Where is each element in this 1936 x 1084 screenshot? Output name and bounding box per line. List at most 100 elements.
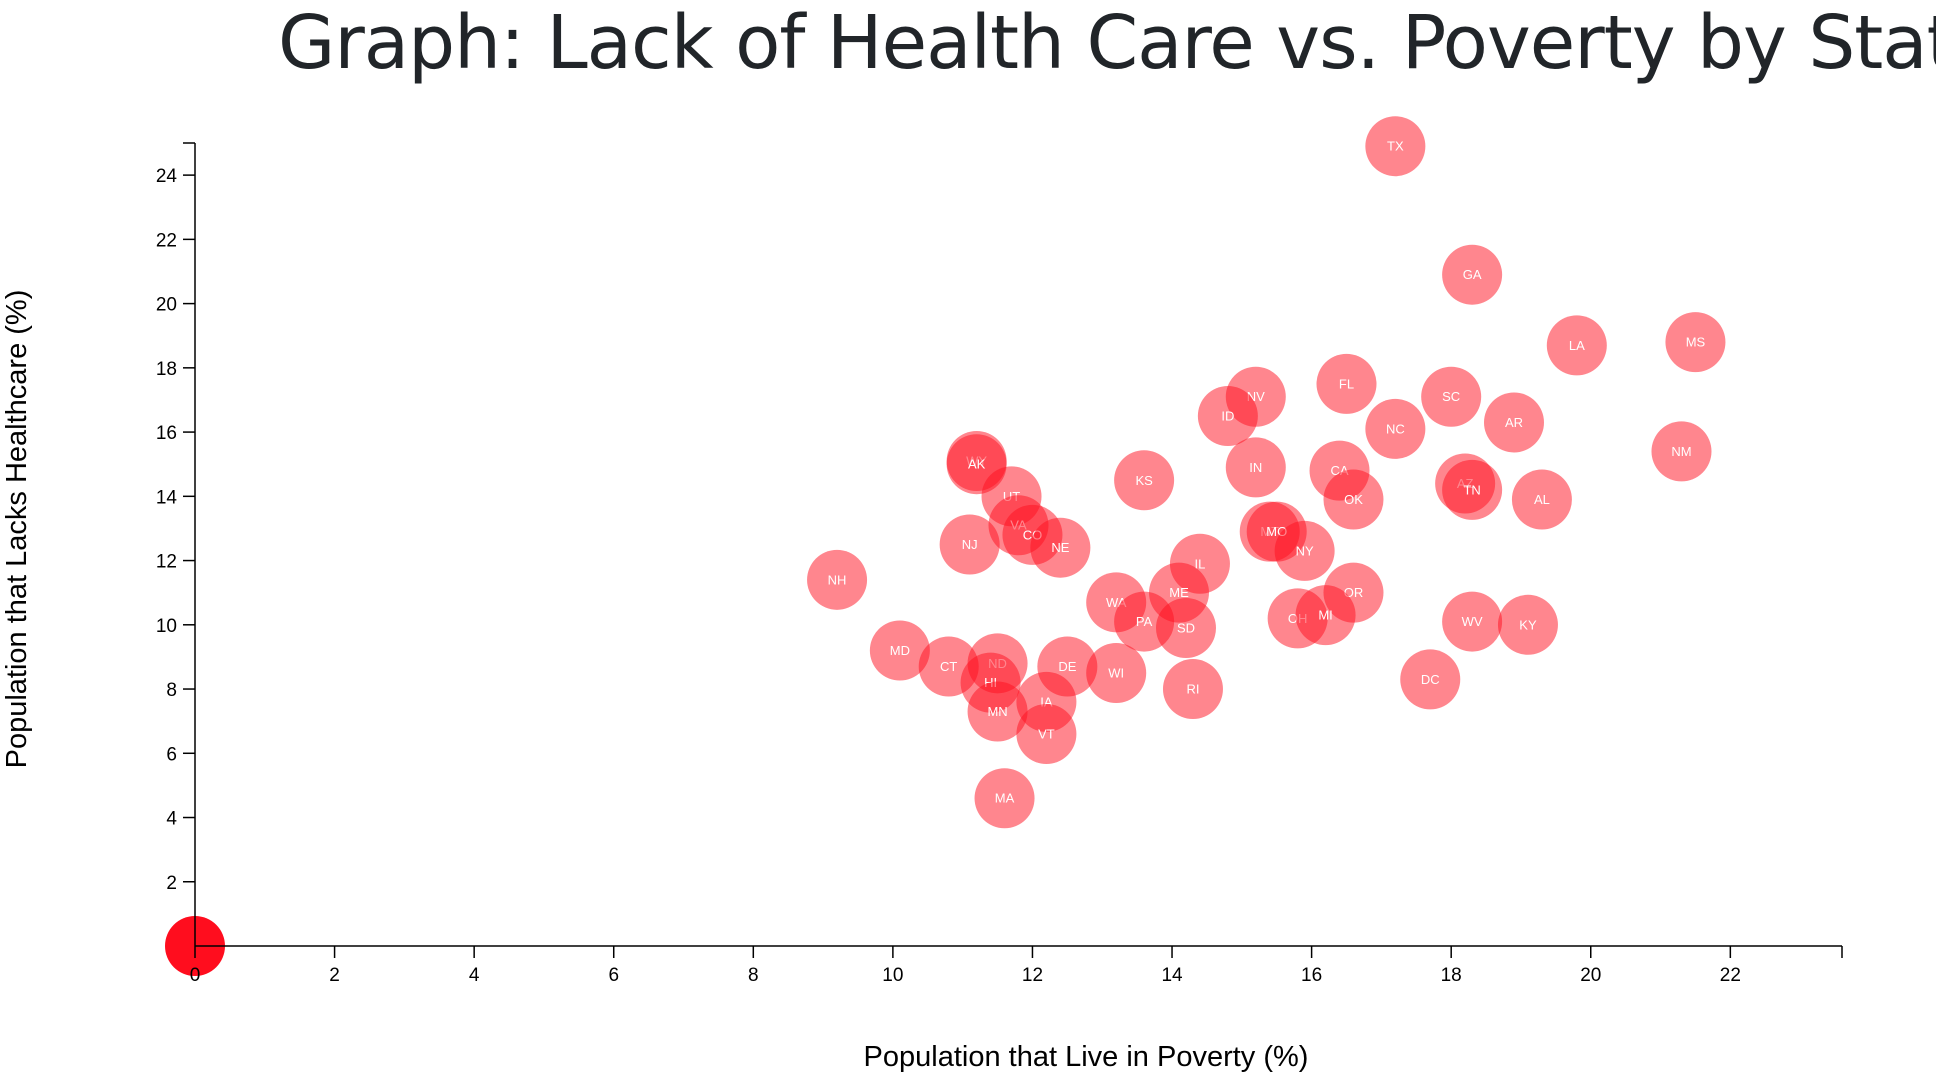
state-label: AK <box>968 457 986 472</box>
state-circle[interactable] <box>1421 366 1482 427</box>
state-circle[interactable] <box>1155 598 1216 659</box>
state-circle[interactable] <box>1546 315 1607 376</box>
state-circle[interactable] <box>869 620 930 681</box>
y-tick-label: 16 <box>156 423 177 444</box>
state-point[interactable]: KY <box>1497 594 1558 655</box>
state-circle[interactable] <box>1030 517 1091 578</box>
state-label: NM <box>1671 444 1691 459</box>
state-circle[interactable] <box>1483 392 1544 453</box>
state-label: FL <box>1339 376 1354 391</box>
state-circle[interactable] <box>1162 659 1223 720</box>
state-label: IN <box>1249 460 1262 475</box>
y-tick-label: 14 <box>156 487 178 508</box>
x-tick-label: 2 <box>329 965 340 986</box>
state-point[interactable]: NH <box>807 549 868 610</box>
state-point[interactable]: MD <box>869 620 930 681</box>
state-label: MD <box>890 643 910 658</box>
state-circle[interactable] <box>1400 649 1461 710</box>
state-circle[interactable] <box>967 681 1028 742</box>
state-circle[interactable] <box>1442 459 1503 520</box>
state-point[interactable]: NM <box>1651 421 1712 482</box>
state-label: SD <box>1177 621 1195 636</box>
state-point[interactable]: RI <box>1162 659 1223 720</box>
state-point[interactable]: NJ <box>939 514 1000 575</box>
state-circle[interactable] <box>807 549 868 610</box>
state-label: VT <box>1038 727 1055 742</box>
state-point[interactable]: NY <box>1274 520 1335 581</box>
x-tick-label: 16 <box>1301 965 1322 986</box>
x-tick-label: 22 <box>1720 965 1741 986</box>
state-point[interactable]: SC <box>1421 366 1482 427</box>
state-label: NJ <box>962 537 978 552</box>
y-tick-label: 18 <box>156 359 177 380</box>
x-axis-ticks: 0 2 4 6 8 10 12 14 16 18 20 22 <box>190 946 1741 986</box>
state-point[interactable]: NE <box>1030 517 1091 578</box>
state-point[interactable]: MN <box>967 681 1028 742</box>
state-label: MS <box>1686 335 1706 350</box>
state-point[interactable]: MI <box>1295 585 1356 646</box>
state-point[interactable]: MS <box>1665 312 1726 373</box>
x-tick-label: 6 <box>608 965 619 986</box>
state-circle[interactable] <box>1665 312 1726 373</box>
state-point[interactable]: NC <box>1365 398 1426 459</box>
state-label: WI <box>1108 665 1124 680</box>
state-circle[interactable] <box>1442 244 1503 305</box>
state-label: CT <box>940 659 957 674</box>
state-circle[interactable] <box>1323 469 1384 530</box>
state-circle[interactable] <box>1274 520 1335 581</box>
state-label: LA <box>1569 338 1585 353</box>
state-point[interactable]: SD <box>1155 598 1216 659</box>
state-point[interactable]: WI <box>1086 642 1147 703</box>
state-point[interactable]: KS <box>1114 450 1175 511</box>
state-circle[interactable] <box>974 768 1035 829</box>
state-point[interactable]: AR <box>1483 392 1544 453</box>
state-point[interactable]: WV <box>1442 591 1503 652</box>
x-tick-label: 14 <box>1161 965 1183 986</box>
y-tick-label: 2 <box>166 873 177 894</box>
state-circle[interactable] <box>1365 398 1426 459</box>
state-label: KS <box>1135 473 1153 488</box>
state-circle[interactable] <box>1197 386 1258 447</box>
state-circle[interactable] <box>1365 116 1426 177</box>
state-label: AL <box>1534 492 1550 507</box>
state-circle[interactable] <box>1497 594 1558 655</box>
state-point[interactable]: DC <box>1400 649 1461 710</box>
x-tick-label: 20 <box>1580 965 1601 986</box>
state-label: ME <box>1169 585 1189 600</box>
state-point[interactable]: MA <box>974 768 1035 829</box>
state-point[interactable]: LA <box>1546 315 1607 376</box>
state-point[interactable]: VT <box>1016 704 1077 765</box>
state-point[interactable]: FL <box>1316 353 1377 414</box>
state-circle[interactable] <box>1316 353 1377 414</box>
state-circle[interactable] <box>1442 591 1503 652</box>
markers-layer: TXGALAMSNVFLSCIDNCARNMWYAKINKSCAAZTNOKAL… <box>165 116 1726 976</box>
state-circle[interactable] <box>939 514 1000 575</box>
state-circle[interactable] <box>1651 421 1712 482</box>
state-circle[interactable] <box>1114 450 1175 511</box>
state-point[interactable]: OK <box>1323 469 1384 530</box>
state-circle[interactable] <box>1016 704 1077 765</box>
state-label: NY <box>1296 543 1314 558</box>
state-label: TN <box>1463 482 1480 497</box>
state-circle[interactable] <box>1511 469 1572 530</box>
y-tick-label: 22 <box>156 230 177 251</box>
state-point[interactable]: IN <box>1225 437 1286 498</box>
state-point[interactable]: AL <box>1511 469 1572 530</box>
state-label: KY <box>1519 617 1537 632</box>
state-circle[interactable] <box>1295 585 1356 646</box>
state-label: OK <box>1344 492 1363 507</box>
state-circle[interactable] <box>1086 642 1147 703</box>
state-point[interactable]: TN <box>1442 459 1503 520</box>
state-point[interactable]: GA <box>1442 244 1503 305</box>
state-circle[interactable] <box>1225 437 1286 498</box>
state-point[interactable]: TX <box>1365 116 1426 177</box>
state-point[interactable]: ID <box>1197 386 1258 447</box>
x-tick-label: 12 <box>1022 965 1043 986</box>
x-axis-title: Population that Live in Poverty (%) <box>864 1041 1309 1073</box>
state-label: RI <box>1186 682 1199 697</box>
state-label: PA <box>1136 614 1153 629</box>
y-tick-label: 10 <box>156 616 177 637</box>
y-axis-title: Population that Lacks Healthcare (%) <box>1 290 33 769</box>
